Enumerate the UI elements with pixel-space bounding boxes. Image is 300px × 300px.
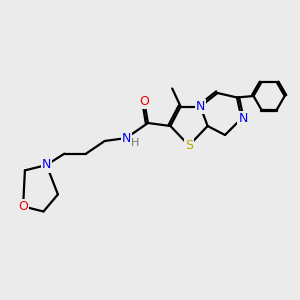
Text: O: O: [18, 200, 28, 213]
Text: O: O: [140, 95, 149, 108]
Text: N: N: [238, 112, 248, 125]
Text: N: N: [42, 158, 51, 172]
Text: H: H: [130, 138, 139, 148]
Text: N: N: [196, 100, 205, 113]
Text: S: S: [185, 139, 193, 152]
Text: N: N: [122, 131, 131, 145]
